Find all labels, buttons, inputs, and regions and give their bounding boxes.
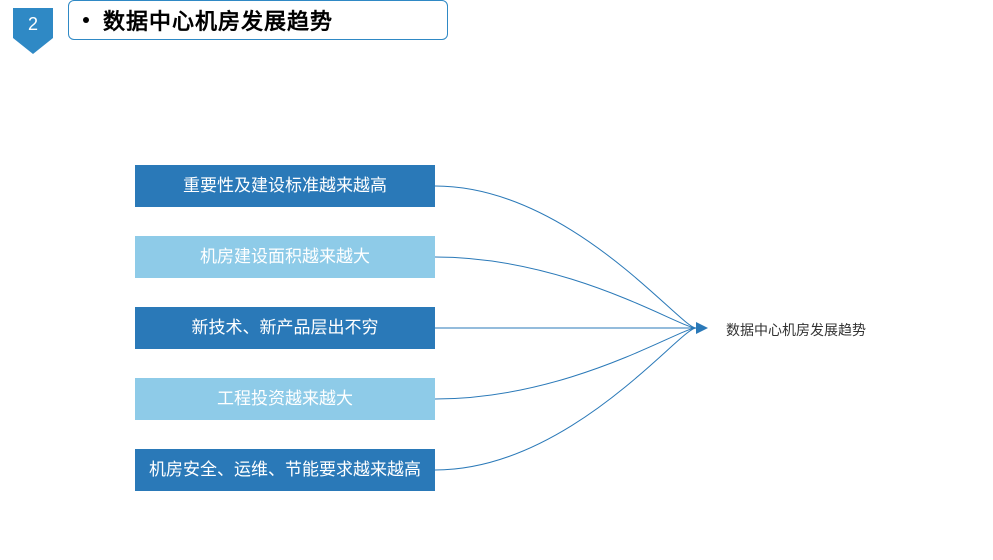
trend-item-label: 机房安全、运维、节能要求越来越高 [149, 460, 421, 480]
trend-item-label: 新技术、新产品层出不穷 [192, 318, 379, 338]
section-number: 2 [13, 14, 53, 35]
connector-line-4 [435, 328, 696, 399]
trend-item-3: 新技术、新产品层出不穷 [135, 307, 435, 349]
trend-item-4: 工程投资越来越大 [135, 378, 435, 420]
trend-item-2: 机房建设面积越来越大 [135, 236, 435, 278]
trend-item-1: 重要性及建设标准越来越高 [135, 165, 435, 207]
trend-item-5: 机房安全、运维、节能要求越来越高 [135, 449, 435, 491]
connector-line-1 [435, 186, 696, 328]
connector-line-5 [435, 328, 696, 470]
arrowhead-icon [696, 322, 708, 334]
bullet-icon [83, 17, 89, 23]
section-title: 数据中心机房发展趋势 [103, 4, 333, 36]
trend-item-label: 重要性及建设标准越来越高 [183, 176, 387, 196]
section-badge: 2 [13, 8, 53, 54]
target-label: 数据中心机房发展趋势 [726, 320, 866, 340]
section-title-box: 数据中心机房发展趋势 [68, 0, 448, 40]
trend-item-label: 机房建设面积越来越大 [200, 247, 370, 267]
connector-line-2 [435, 257, 696, 328]
trend-item-label: 工程投资越来越大 [217, 389, 353, 409]
